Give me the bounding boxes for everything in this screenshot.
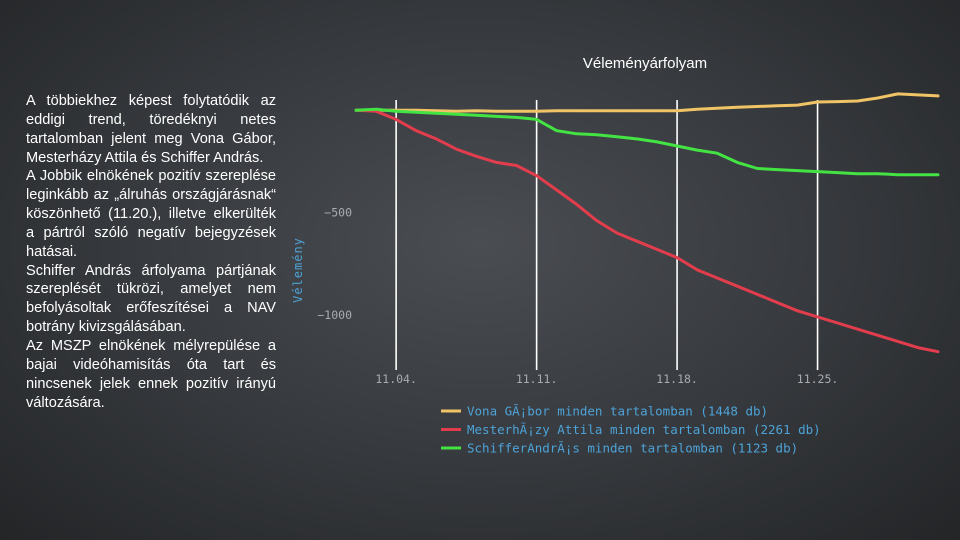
x-tick-label: 11.11. (516, 372, 558, 386)
body-text: A többiekhez képest folytatódik az eddig… (26, 92, 276, 412)
legend: Vona GÃ¡bor minden tartalomban (1448 db)… (441, 404, 821, 456)
series-lines (354, 92, 940, 354)
x-tick-label: 11.25. (797, 372, 839, 386)
y-tick-label: −500 (324, 206, 352, 220)
vertical-gridlines (395, 100, 819, 370)
series-line (354, 92, 940, 113)
legend-label: MesterhÃ¡zy Attila minden tartalomban (2… (467, 422, 821, 437)
paragraph-schiffer: Schiffer András árfolyama pártjának szer… (26, 262, 276, 336)
series-line (354, 108, 940, 354)
slide-title: Véleményárfolyam (582, 55, 708, 72)
paragraph-jobbik: A Jobbik elnökének pozitív szereplése le… (26, 168, 276, 260)
legend-label: Vona GÃ¡bor minden tartalomban (1448 db) (467, 404, 768, 419)
y-tick-label: −1000 (317, 308, 352, 322)
x-tick-label: 11.04. (375, 372, 417, 386)
y-tick-labels: −500 −1000 (317, 206, 352, 322)
y-axis-label: Vélemény (291, 237, 305, 303)
x-tick-label: 11.18. (656, 372, 698, 386)
series-line (354, 107, 940, 177)
paragraph-mszp: Az MSZP elnökének mélyrepülése a bajai v… (26, 337, 276, 411)
paragraph-trend: A többiekhez képest folytatódik az eddig… (26, 93, 276, 166)
x-tick-labels: 11.04. 11.11. 11.18. 11.25. (375, 372, 838, 386)
legend-label: SchifferAndrÃ¡s minden tartalomban (1123… (467, 441, 798, 456)
